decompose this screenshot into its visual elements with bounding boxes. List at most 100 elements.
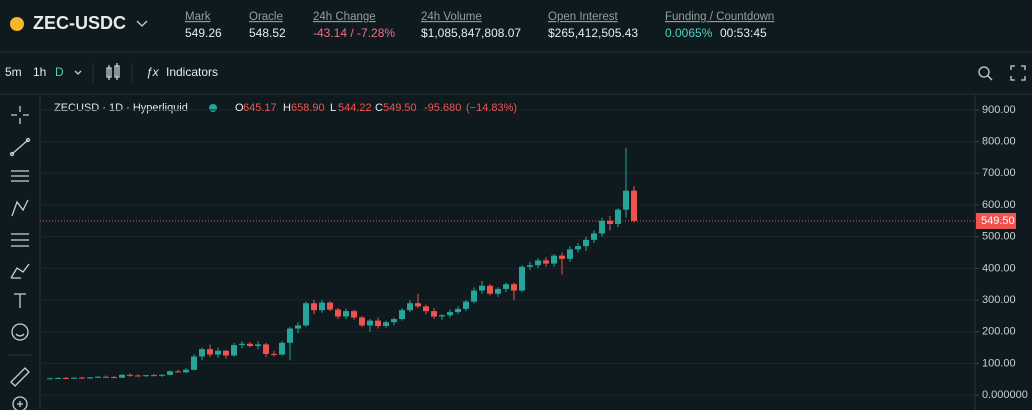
stat-value: 00:53:45 — [720, 26, 767, 40]
stat-label: Funding / Countdown — [665, 11, 774, 23]
stat-value: $265,412,505.43 — [548, 26, 638, 40]
stat-value: -43.14 / -7.28% — [313, 26, 395, 40]
change-pct: (−14.83%) — [466, 102, 517, 114]
candle-body — [167, 371, 173, 375]
candle-body — [607, 220, 613, 224]
fullscreen-button[interactable] — [1010, 65, 1026, 81]
candle-body — [263, 344, 269, 354]
candle-body — [119, 374, 125, 378]
plot — [40, 109, 979, 396]
candle-body — [335, 309, 341, 317]
symbol[interactable]: ZEC-USDC — [33, 13, 126, 33]
ohlc-value: 544.22 — [338, 102, 372, 114]
candle-body — [567, 249, 573, 259]
candle-body — [159, 374, 165, 376]
candle-body — [399, 310, 405, 320]
stat-label: Mark — [185, 11, 211, 23]
candle-body — [255, 344, 261, 346]
candle-body — [151, 375, 157, 377]
candle-body — [87, 377, 93, 379]
candle-body — [447, 312, 453, 316]
zoom-button[interactable] — [978, 66, 993, 81]
ohlc-value: 549.50 — [383, 102, 417, 114]
candle-body — [55, 377, 61, 379]
candle-body — [599, 220, 605, 234]
candle-body — [183, 369, 189, 373]
candle-body — [79, 377, 85, 379]
status-dot — [209, 104, 217, 112]
y-tick-label: 700.00 — [982, 167, 1016, 179]
interval[interactable]: 1h — [33, 65, 46, 79]
candle-body — [343, 311, 349, 317]
y-tick-label: 400.00 — [982, 262, 1016, 274]
y-tick-label: 600.00 — [982, 199, 1016, 211]
candle-body — [407, 303, 413, 311]
ohlc-prefix: H — [283, 102, 291, 114]
candle-body — [303, 303, 309, 326]
candle-body — [431, 311, 437, 317]
stat-label: Open Interest — [548, 11, 618, 23]
candle-body — [391, 319, 397, 323]
candle-body — [103, 376, 109, 378]
candle-body — [503, 284, 509, 289]
candle-body — [383, 322, 389, 327]
candle-body — [439, 315, 445, 317]
candle-body — [559, 255, 565, 259]
candle-body — [575, 246, 581, 250]
candle-body — [63, 377, 69, 379]
candle-body — [231, 345, 237, 356]
candle-body — [583, 239, 589, 247]
candle-body — [111, 377, 117, 379]
y-tick-label: 100.00 — [982, 357, 1016, 369]
y-tick-label: 900.00 — [982, 104, 1016, 116]
candle-body — [463, 301, 469, 309]
symbol-dropdown[interactable] — [136, 20, 148, 27]
fx-icon[interactable]: ƒx — [146, 65, 160, 79]
coin-icon — [10, 17, 24, 31]
ohlc-prefix: O — [235, 102, 244, 114]
candle-body — [495, 288, 501, 294]
candle-body — [191, 356, 197, 370]
candle-body — [375, 320, 381, 327]
stat-label: 24h Change — [313, 11, 376, 23]
candle-body — [143, 375, 149, 377]
candle-body — [527, 265, 533, 267]
last-price-label: 549.50 — [981, 215, 1015, 227]
candle-body — [455, 308, 461, 313]
chart-title: ZECUSD · 1D · Hyperliquid — [54, 102, 188, 114]
candle-body — [535, 260, 541, 266]
candle-body — [135, 375, 141, 377]
stat-value: $1,085,847,808.07 — [421, 26, 521, 40]
ohlc-value: 645.17 — [243, 102, 277, 114]
interval[interactable]: 5m — [5, 65, 22, 79]
candle-body — [319, 302, 325, 311]
stat-value: 0.0065% — [665, 26, 713, 40]
candle-body — [271, 353, 277, 355]
stat-value: 549.26 — [185, 26, 222, 40]
chart-type-button[interactable] — [106, 63, 120, 80]
y-tick-label: 300.00 — [982, 294, 1016, 306]
drawing-tools[interactable] — [8, 106, 32, 410]
candle-body — [623, 190, 629, 210]
candle-body — [591, 233, 597, 240]
stat-label: 24h Volume — [421, 11, 482, 23]
ohlc-value: 658.90 — [291, 102, 325, 114]
candle-body — [279, 342, 285, 355]
candle-body — [247, 343, 253, 346]
interval-dropdown[interactable] — [74, 70, 82, 75]
candle-body — [511, 284, 517, 291]
interval[interactable]: D — [55, 65, 64, 79]
candle-body — [359, 317, 365, 326]
candle-body — [239, 343, 245, 346]
stat-label: Oracle — [249, 11, 283, 23]
change: -95.680 — [424, 102, 461, 114]
y-tick-label: 0.000000 — [982, 389, 1028, 401]
ohlc-prefix: C — [375, 102, 383, 114]
candle-body — [327, 302, 333, 310]
ohlc-prefix: L — [330, 102, 336, 114]
candle-body — [415, 303, 421, 307]
indicators-button[interactable]: Indicators — [166, 65, 218, 79]
candle-body — [367, 320, 373, 326]
candle-body — [519, 266, 525, 291]
